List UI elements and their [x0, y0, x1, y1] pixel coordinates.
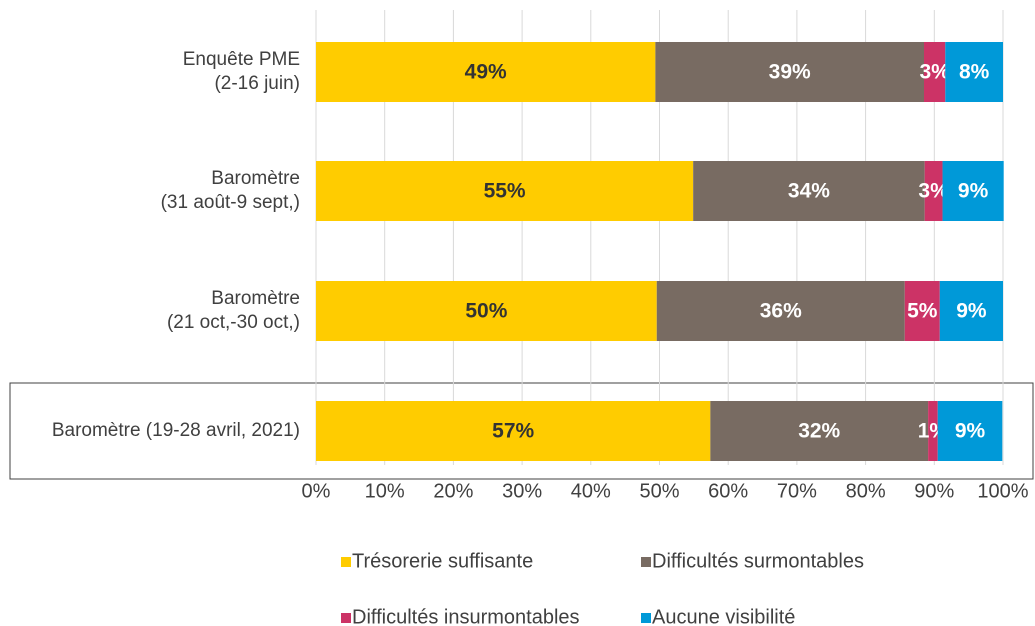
y-tick-label-line: (21 oct,-30 oct,): [167, 312, 300, 333]
data-label: 50%: [465, 300, 507, 323]
legend-label: Aucune visibilité: [652, 606, 795, 626]
data-label: 9%: [958, 180, 989, 203]
legend-swatch: [341, 557, 351, 567]
bar-segment: [904, 281, 940, 341]
data-label: 55%: [484, 180, 526, 203]
legend-swatch: [641, 613, 651, 623]
bar-segment: [316, 42, 656, 102]
bar-segment: [710, 401, 929, 461]
legend-swatch: [341, 613, 351, 623]
y-tick-label-line: Enquête PME: [183, 49, 300, 70]
bar-segment: [937, 401, 1003, 461]
y-tick-label: Baromètre (21 oct,-30 oct,): [167, 288, 300, 333]
x-tick-label: 80%: [846, 480, 886, 502]
bar-segment: [655, 42, 924, 102]
data-label: 32%: [798, 420, 840, 443]
y-tick-label: Baromètre (19-28 avril, 2021): [52, 420, 300, 441]
data-label: 3%: [918, 180, 949, 203]
data-label: 8%: [959, 61, 990, 84]
bar-segment: [316, 161, 694, 221]
x-tick-label: 70%: [777, 480, 817, 502]
y-tick-label-line: (2-16 juin): [214, 73, 300, 94]
bar-segment: [924, 161, 943, 221]
y-tick-label-line: Baromètre: [211, 168, 300, 189]
bar-segment: [928, 401, 938, 461]
y-tick-label-line: Baromètre: [211, 288, 300, 309]
data-label: 3%: [919, 61, 950, 84]
data-label: 34%: [788, 180, 830, 203]
data-label: 9%: [956, 300, 987, 323]
x-tick-label: 20%: [433, 480, 473, 502]
bar-segment: [693, 161, 925, 221]
data-label: 36%: [760, 300, 802, 323]
y-tick-label: Baromètre (31 août-9 sept,): [161, 168, 300, 213]
highlight-box: [9, 382, 1034, 480]
bar-segment: [316, 281, 657, 341]
y-tick-label-line: Baromètre (19-28 avril, 2021): [52, 420, 300, 441]
x-tick-label: 30%: [502, 480, 542, 502]
legend-label: Trésorerie suffisante: [352, 550, 533, 572]
bar-segment: [942, 161, 1004, 221]
legend-label: Difficultés surmontables: [652, 550, 864, 572]
bar-segment: [923, 42, 946, 102]
bar-segment: [945, 42, 1003, 102]
data-label: 57%: [492, 420, 534, 443]
x-tick-label: 60%: [708, 480, 748, 502]
x-tick-label: 10%: [365, 480, 405, 502]
x-tick-label: 100%: [977, 480, 1028, 502]
y-tick-label: Enquête PME (2-16 juin): [183, 49, 300, 94]
x-tick-label: 0%: [302, 480, 331, 502]
legend-swatch: [641, 557, 651, 567]
bar-segment: [316, 401, 711, 461]
bar-segment: [656, 281, 905, 341]
x-tick-label: 40%: [571, 480, 611, 502]
data-label: 5%: [907, 300, 938, 323]
data-label: 49%: [465, 61, 507, 84]
x-tick-label: 90%: [914, 480, 954, 502]
legend-label: Difficultés insurmontables: [352, 606, 580, 626]
data-label: 39%: [769, 61, 811, 84]
x-tick-label: 50%: [639, 480, 679, 502]
y-tick-label-line: (31 août-9 sept,): [161, 192, 300, 213]
bar-segment: [939, 281, 1003, 341]
data-label: 9%: [955, 420, 986, 443]
